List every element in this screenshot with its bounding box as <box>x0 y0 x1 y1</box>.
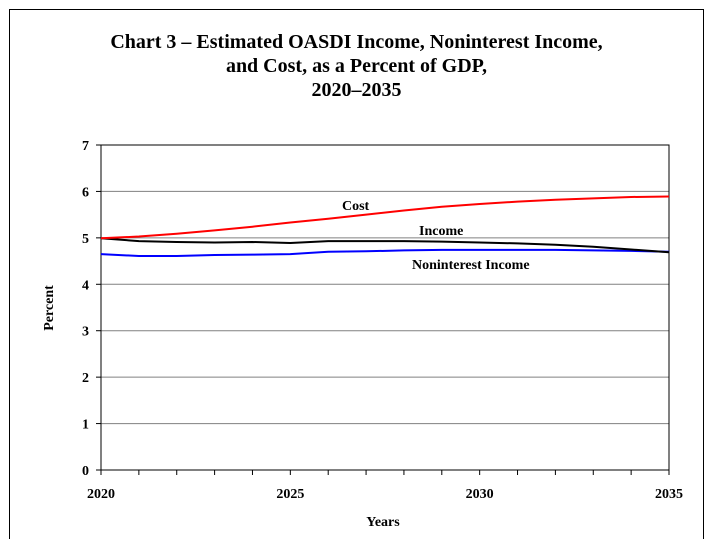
series-label-noninterest-income: Noninterest Income <box>412 258 530 273</box>
x-tick-label-1: 2025 <box>276 487 304 502</box>
chart-title-line-3: 2020–2035 <box>311 79 402 101</box>
y-tick-label-2: 2 <box>82 371 89 386</box>
y-tick-label-1: 1 <box>82 418 89 433</box>
series-label-income: Income <box>419 224 463 239</box>
y-tick-label-7: 7 <box>82 139 89 154</box>
y-tick-label-6: 6 <box>82 185 89 200</box>
y-tick-label-4: 4 <box>82 278 89 293</box>
y-axis: 0 1 2 3 4 5 6 7 <box>82 139 101 479</box>
series-lines <box>100 195 670 257</box>
plot-area <box>100 144 670 471</box>
chart-title: Chart 3 – Estimated OASDI Income, Nonint… <box>0 30 713 102</box>
y-tick-label-5: 5 <box>82 232 89 247</box>
x-tick-label-3: 2035 <box>655 487 683 502</box>
series-label-cost: Cost <box>342 199 370 214</box>
y-axis-title: Percent <box>42 285 57 331</box>
gridlines <box>101 190 669 425</box>
series-line-noninterest-income <box>100 248 670 257</box>
chart-title-line-2: and Cost, as a Percent of GDP, <box>225 55 488 77</box>
y-tick-label-0: 0 <box>82 464 89 479</box>
x-axis: 2020 2025 2030 2035 <box>87 470 683 502</box>
x-axis-title: Years <box>366 515 400 530</box>
x-tick-label-0: 2020 <box>87 487 115 502</box>
y-tick-label-3: 3 <box>82 325 89 340</box>
chart-title-line-1: Chart 3 – Estimated OASDI Income, Nonint… <box>110 31 603 53</box>
x-tick-label-2: 2030 <box>466 487 494 502</box>
series-line-cost <box>100 195 670 240</box>
chart-frame <box>9 9 704 539</box>
series-line-income <box>100 237 670 254</box>
